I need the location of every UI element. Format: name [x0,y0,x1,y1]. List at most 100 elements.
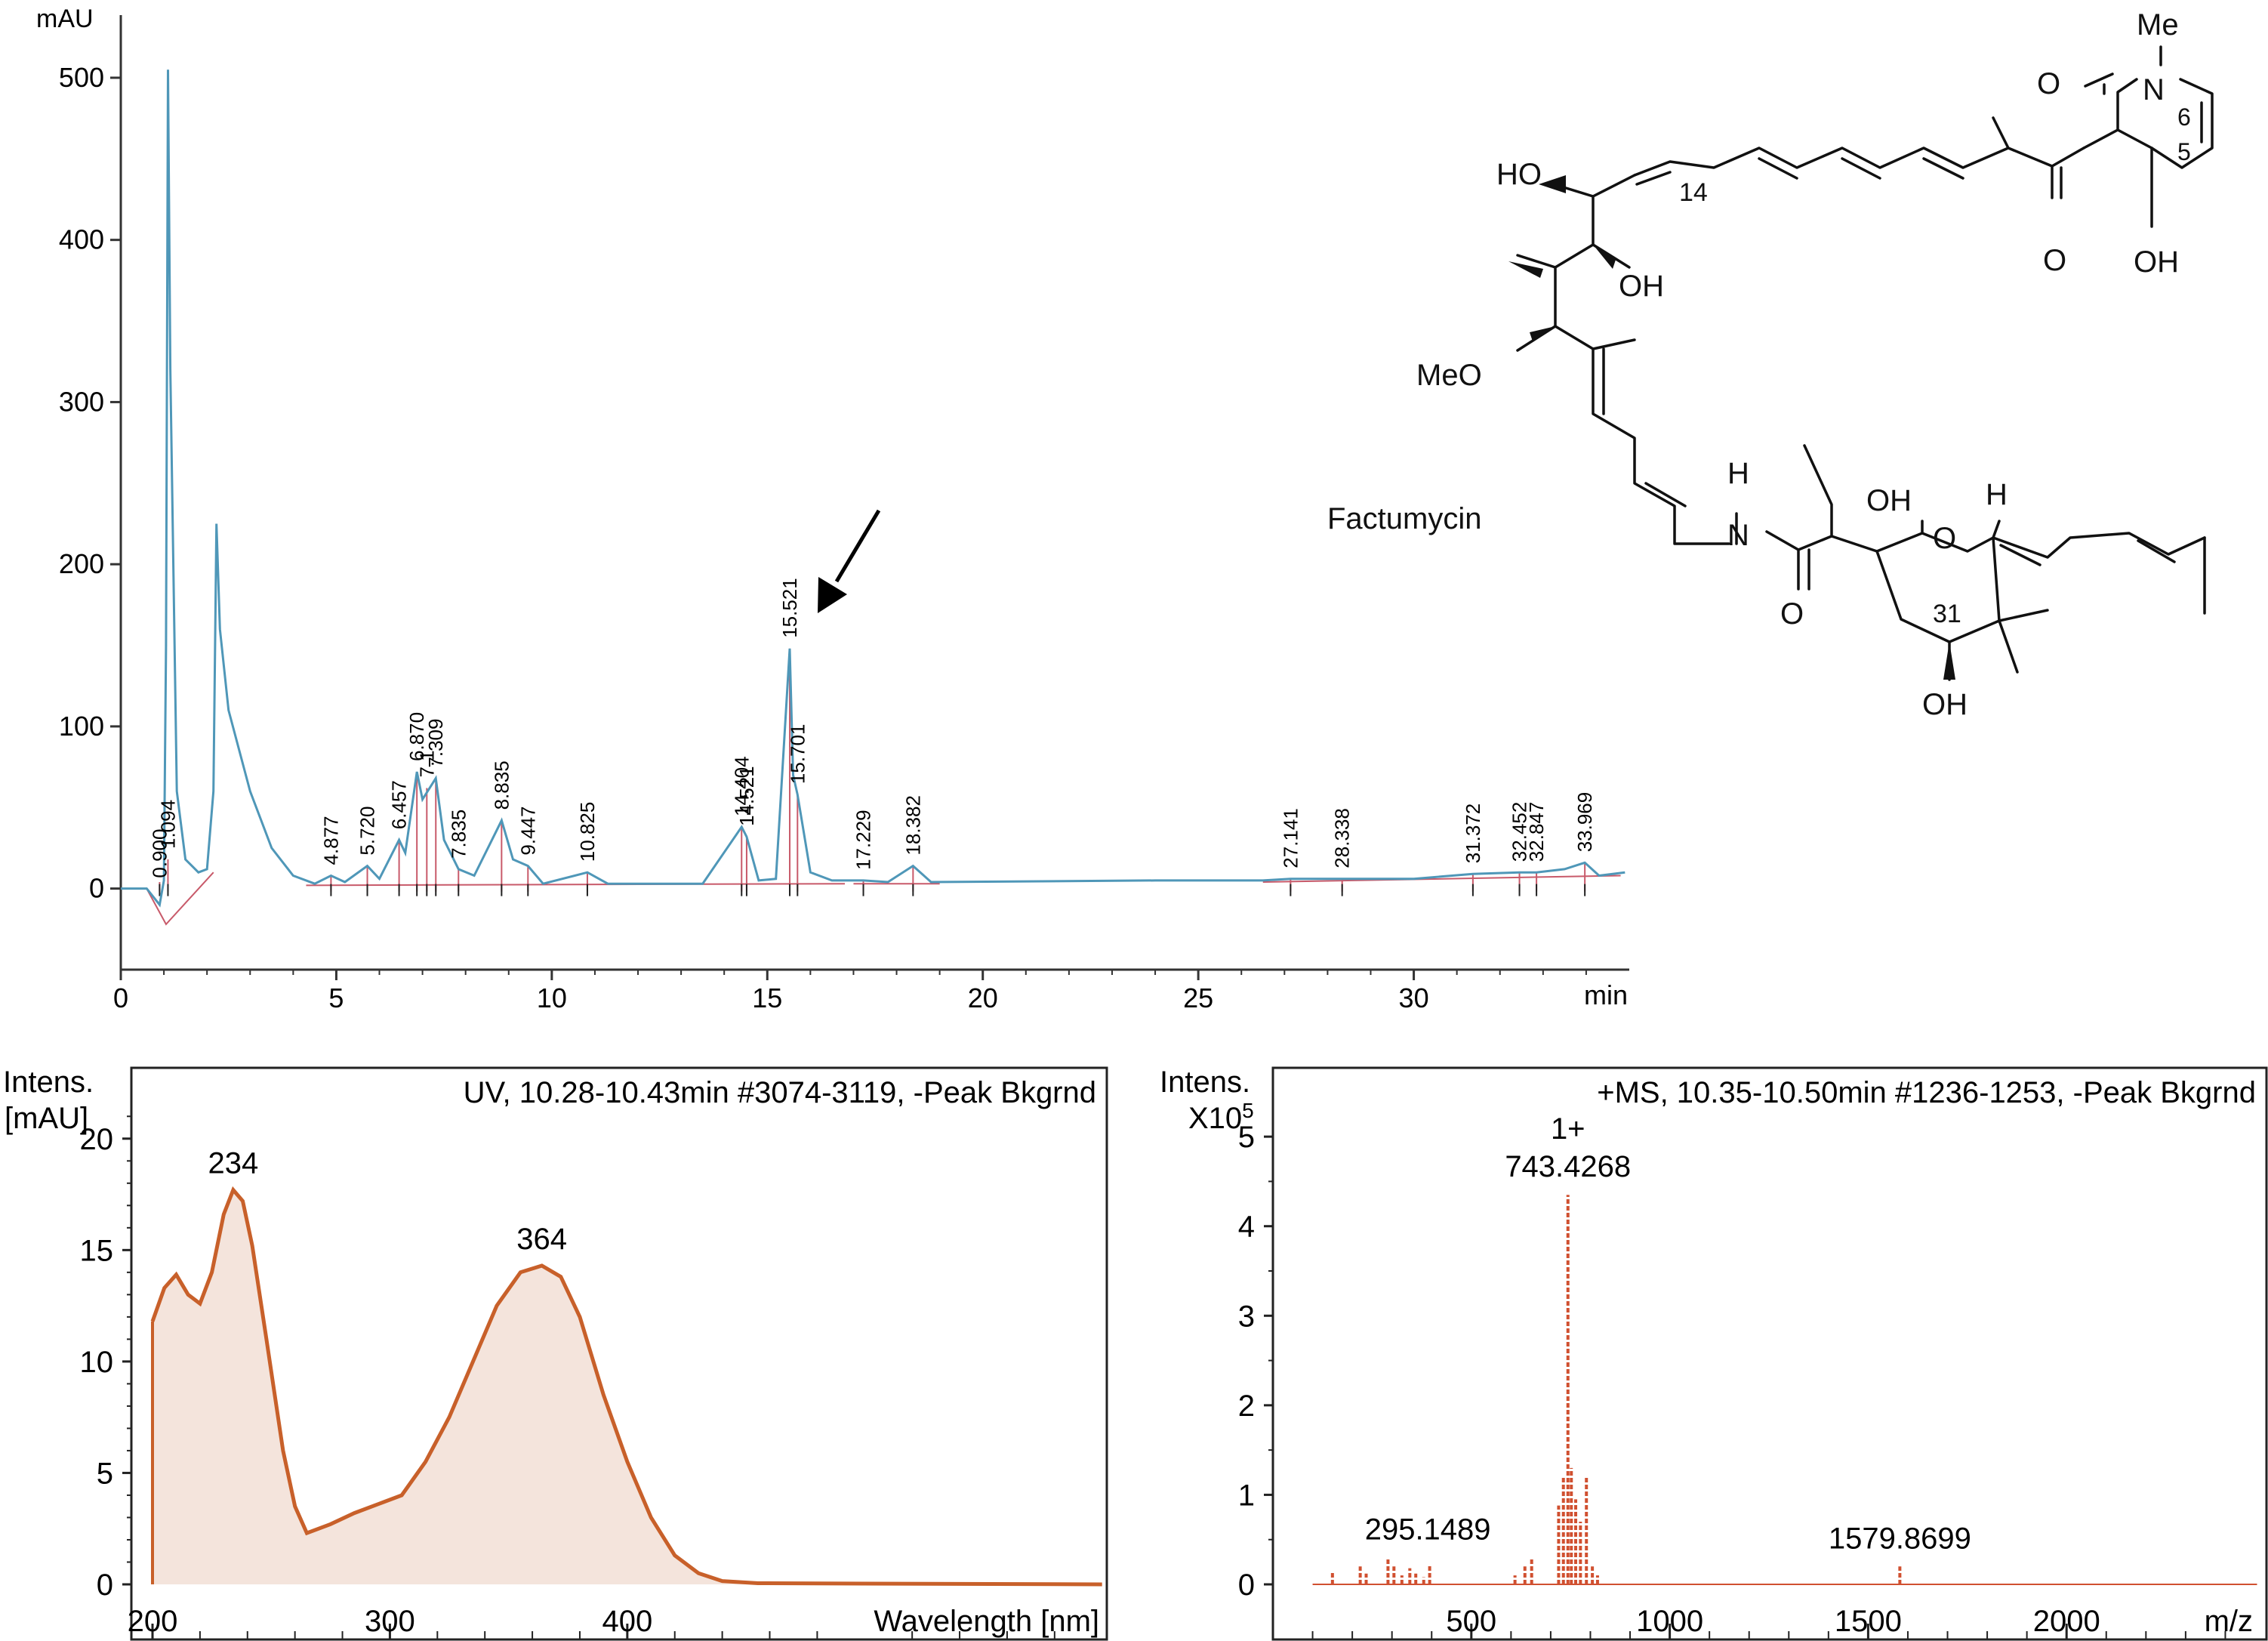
uv-y-tick-label: 5 [97,1457,113,1490]
uv-y-tick-label: 0 [97,1569,113,1602]
peak-label: 6.457 [388,780,411,829]
peak-label: 4.877 [319,816,342,865]
chromatogram-x-tick-label: 25 [1183,982,1213,1013]
chromatogram-y-tick-label: 200 [59,548,104,579]
peak-label: 31.372 [1462,804,1484,864]
peak-label: 5.720 [356,807,379,856]
factumycin-structure: Me O N 6 5 HO 14 O OH OH MeO H N O OH O … [1416,8,2214,721]
peak-label: 7.1 [415,750,438,777]
atom-oh-hemiketal: OH [1866,484,1912,517]
ms-peak-annotation: 743.4268 [1505,1150,1631,1183]
peak-label: 6.870 [405,712,428,761]
peak-label: 8.835 [490,760,513,810]
ms-plot-frame [1271,1066,2268,1641]
ms-title: +MS, 10.35-10.50min #1236-1253, -Peak Bk… [1597,1076,2256,1109]
chromatogram-x-tick-label: 5 [328,982,344,1013]
chromatogram-x-tick-label: 20 [968,982,998,1013]
compound-name: Factumycin [1327,502,1482,535]
uv-x-tick-label: 400 [602,1605,652,1638]
ms-y-scale-base: X10 [1188,1102,1242,1135]
peak-label: 28.338 [1331,808,1354,868]
atom-h-nh: H [1727,457,1749,490]
atom-meo: MeO [1416,359,1482,392]
uv-title: UV, 10.28-10.43min #3074-3119, -Peak Bkg… [464,1076,1096,1109]
peak-label: 15.701 [786,724,809,785]
atom-ho: HO [1496,158,1542,191]
peak-label: 33.969 [1573,792,1596,853]
ms-y-tick-label: 2 [1238,1390,1255,1423]
ms-y-tick-label: 3 [1238,1300,1255,1333]
ms-x-tick-label: 1500 [1835,1605,1902,1638]
chromatogram-x-tick-label: 30 [1399,982,1429,1013]
peak-label: 18.382 [901,795,924,856]
chromatogram-y-label: mAU [36,5,94,33]
ms-x-label: m/z [2205,1605,2253,1638]
chromatogram-y-tick-label: 100 [59,711,104,742]
ms-x-tick-label: 500 [1446,1605,1496,1638]
uv-spectrum-area [153,1189,1102,1584]
peak-label: 7.835 [447,810,470,859]
atom-oh-ring: OH [2134,245,2179,279]
uv-spectrum-line [150,1186,1102,1587]
atom-c14: 14 [1679,178,1708,207]
peak-label: 32.452 [1508,802,1531,862]
peak-label: 32.847 [1525,802,1548,862]
peak-label: 10.825 [576,802,599,862]
ms-y-tick-label: 1 [1238,1479,1255,1512]
peak-label: 1.094 [157,800,180,849]
atom-c31: 31 [1933,600,1961,628]
chromatogram-trace [121,69,1626,908]
ms-y-tick-label: 5 [1238,1121,1255,1154]
uv-y-label-line1: Intens. [3,1066,94,1099]
chromatogram-x-tick-label: 0 [113,982,128,1013]
peak-label: 9.447 [516,807,539,856]
peak-label: 0.900 [148,829,171,878]
ms-peak-annotation: 295.1489 [1365,1513,1491,1546]
atom-o-top: O [2037,67,2060,100]
atom-n-top: N [2143,73,2165,106]
uv-plot-frame [130,1066,1108,1641]
ms-charge-annotation: 1+ [1551,1112,1585,1146]
uv-x-tick-label: 300 [365,1605,415,1638]
arrow-pointer [818,509,881,613]
ms-y-scale: X105 [1188,1099,1254,1135]
uv-peak-annotation: 364 [516,1223,567,1256]
atom-o-keto: O [2043,244,2066,277]
peak-label: 14.521 [735,766,758,826]
ms-x-tick-label: 1000 [1636,1605,1703,1638]
atom-o-pyran: O [1933,522,1956,555]
peak-label: 17.229 [852,810,875,870]
uv-y-tick-label: 20 [80,1123,114,1156]
peak-label: 14.404 [730,756,753,816]
atom-oh-mid: OH [1619,270,1664,303]
chromatogram-baseline [146,871,1621,926]
atom-c5: 5 [2177,138,2191,165]
ms-y-label: Intens. [1160,1066,1250,1099]
ms-spectrum-panel: +MS, 10.35-10.50min #1236-1253, -Peak Bk… [1160,1066,2268,1641]
chromatogram-y-tick-label: 500 [59,62,104,93]
atom-oh-bottom: OH [1922,688,1968,721]
atom-h-pyran: H [1986,478,2008,511]
uv-y-tick-label: 15 [80,1234,114,1267]
chromatogram-x-tick-label: 10 [537,982,567,1013]
uv-peak-annotation: 234 [208,1147,259,1180]
chromatogram-y-tick-label: 0 [89,873,104,904]
peak-label: 15.521 [778,578,801,638]
chromatogram-x-label: min [1584,979,1628,1010]
uv-x-label: Wavelength [nm] [874,1605,1099,1638]
ms-y-tick-label: 4 [1238,1211,1255,1244]
atom-me: Me [2137,8,2179,42]
ms-y-scale-exponent: 5 [1242,1099,1254,1122]
uv-y-label-line2: [mAU] [5,1102,88,1135]
uv-spectrum-panel: UV, 10.28-10.43min #3074-3119, -Peak Bkg… [3,1066,1108,1641]
uv-x-tick-label: 200 [128,1605,178,1638]
ms-x-tick-label: 2000 [2033,1605,2100,1638]
chromatogram-x-tick-label: 15 [752,982,782,1013]
atom-c6: 6 [2177,103,2191,131]
chromatogram-y-tick-label: 400 [59,224,104,255]
chromatogram-panel: mAU min 0 100 200 300 400 500 0 5 10 15 20 25 30 0.… [36,5,1629,1013]
uv-y-tick-label: 10 [80,1346,114,1379]
peak-label: 27.141 [1279,808,1302,868]
chromatogram-y-tick-label: 300 [59,386,104,417]
